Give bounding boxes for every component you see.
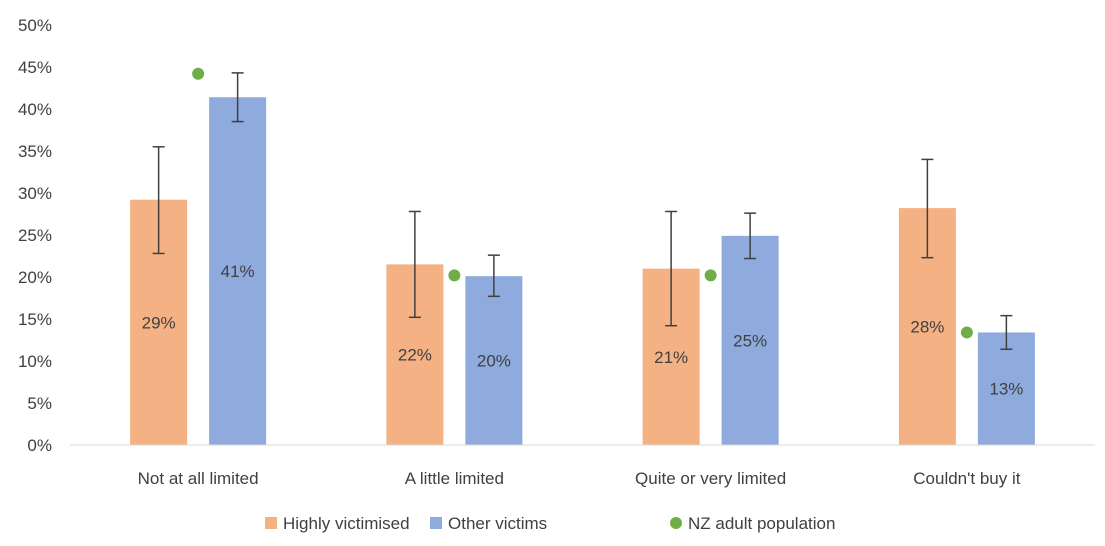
legend-swatch (670, 517, 682, 529)
bar (977, 332, 1035, 445)
y-tick-label: 10% (18, 352, 52, 371)
y-axis: 0% 5% 10% 15% 20% 25% 30% 35% 40% 45% 50% (18, 16, 52, 455)
y-tick-label: 30% (18, 184, 52, 203)
population-marker (192, 67, 205, 80)
y-tick-label: 35% (18, 142, 52, 161)
data-label: 29% (142, 313, 176, 332)
data-label: 22% (398, 346, 432, 365)
legend-label: Highly victimised (283, 514, 410, 533)
y-tick-label: 0% (27, 436, 52, 455)
data-label: 28% (910, 318, 944, 337)
population-marker (704, 269, 717, 282)
y-tick-label: 15% (18, 310, 52, 329)
legend-swatch (430, 517, 442, 529)
y-tick-label: 25% (18, 226, 52, 245)
y-tick-label: 45% (18, 58, 52, 77)
data-label: 25% (733, 331, 767, 350)
x-tick-label: A little limited (405, 469, 504, 488)
y-tick-label: 20% (18, 268, 52, 287)
y-tick-label: 5% (27, 394, 52, 413)
x-tick-label: Not at all limited (138, 469, 259, 488)
bar (465, 276, 523, 445)
x-tick-label: Couldn't buy it (913, 469, 1020, 488)
y-tick-label: 50% (18, 16, 52, 35)
data-label: 13% (989, 380, 1023, 399)
y-tick-label: 40% (18, 100, 52, 119)
legend-label: NZ adult population (688, 514, 835, 533)
bar (209, 97, 267, 446)
data-label: 20% (477, 352, 511, 371)
population-marker (448, 269, 461, 282)
legend-label: Other victims (448, 514, 547, 533)
legend-swatch (265, 517, 277, 529)
x-tick-label: Quite or very limited (635, 469, 786, 488)
x-axis: Not at all limited A little limited Quite … (70, 444, 1095, 488)
legend: Highly victimised Other victims NZ adult p… (265, 514, 835, 533)
population-marker (960, 326, 973, 339)
bar (721, 235, 779, 445)
plot-area: 29% 41% 22% 20% 21% 25% 28% 13% (130, 67, 1035, 446)
data-label: 41% (221, 262, 255, 281)
data-label: 21% (654, 348, 688, 367)
